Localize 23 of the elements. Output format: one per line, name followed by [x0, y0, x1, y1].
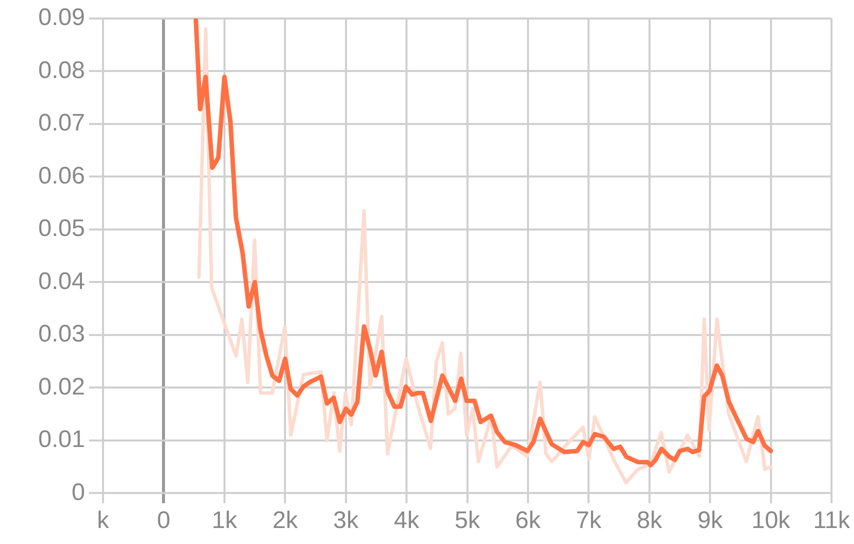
x-tick-label: 11k [813, 507, 851, 534]
y-tick-label: 0.01 [38, 426, 85, 454]
x-tick-label: 0 [157, 507, 170, 534]
x-tick-label: 4k [394, 507, 420, 534]
y-tick-label: 0.02 [38, 373, 85, 400]
x-tick-label: 10k [751, 507, 792, 534]
x-tick-label: k [97, 507, 110, 534]
x-tick-label: 3k [333, 507, 360, 534]
x-tick-label: 8k [636, 507, 664, 534]
y-tick-label: 0 [72, 478, 85, 506]
y-tick-label: 0.09 [38, 4, 85, 32]
y-tick-label: 0.03 [38, 320, 85, 348]
y-tick-label: 0.06 [38, 162, 85, 190]
x-tick-label: 6k [515, 507, 542, 534]
x-tick-label: 1k [212, 507, 238, 534]
y-tick-label: 0.04 [38, 268, 85, 295]
x-tick-label: 5k [454, 507, 481, 534]
x-tick-label: 2k [272, 507, 299, 534]
y-tick-label: 0.05 [38, 215, 85, 242]
x-tick-label: 9k [697, 507, 724, 534]
y-tick-label: 0.08 [38, 56, 85, 84]
y-tick-label: 0.07 [38, 110, 85, 137]
x-tick-label: 7k [576, 507, 602, 534]
